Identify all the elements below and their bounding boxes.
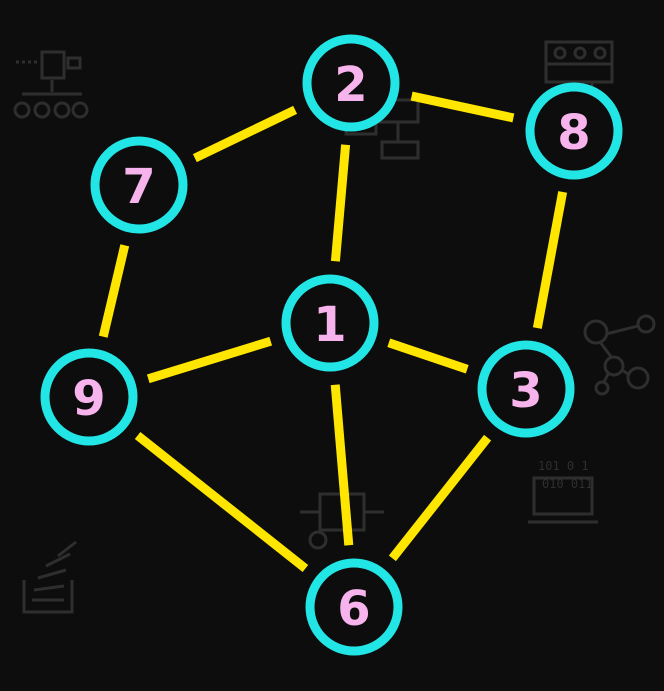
node-3: 3 xyxy=(477,340,575,438)
node-label: 8 xyxy=(557,105,590,161)
stack-overflow-icon xyxy=(22,540,77,614)
edge-1-3 xyxy=(387,338,469,374)
edge-2-8 xyxy=(410,91,515,123)
node-label: 3 xyxy=(509,363,542,419)
node-ring xyxy=(525,82,623,180)
node-label: 6 xyxy=(337,581,370,637)
node-label: 9 xyxy=(72,371,105,427)
binary-laptop-icon: 101 0 1 010 011 xyxy=(528,459,598,524)
svg-text:010 011: 010 011 xyxy=(542,477,593,491)
node-1: 1 xyxy=(281,274,379,372)
node-ring xyxy=(302,34,400,132)
edge-2-1 xyxy=(330,144,351,262)
edge-layer xyxy=(98,91,568,573)
node-layer: 1 2 3 6 7 8 9 xyxy=(40,34,623,656)
edge-1-6 xyxy=(330,384,354,546)
node-ring xyxy=(477,340,575,438)
node-ring xyxy=(90,136,188,234)
node-9: 9 xyxy=(40,348,138,446)
edge-7-9 xyxy=(98,244,130,338)
node-6: 6 xyxy=(305,558,403,656)
edge-3-6 xyxy=(388,434,492,562)
node-ring xyxy=(305,558,403,656)
org-chart-icon xyxy=(13,50,89,119)
node-label: 1 xyxy=(313,297,346,353)
edge-1-9 xyxy=(146,336,273,384)
network-graph-icon xyxy=(583,314,656,396)
svg-text:101 0 1: 101 0 1 xyxy=(538,459,589,473)
node-ring xyxy=(281,274,379,372)
node-8: 8 xyxy=(525,82,623,180)
node-ring xyxy=(40,348,138,446)
node-label: 7 xyxy=(122,159,155,215)
edge-9-6 xyxy=(134,431,309,573)
edge-8-3 xyxy=(532,191,568,329)
node-2: 2 xyxy=(302,34,400,132)
edge-2-7 xyxy=(192,105,298,163)
node-7: 7 xyxy=(90,136,188,234)
node-label: 2 xyxy=(334,57,367,113)
